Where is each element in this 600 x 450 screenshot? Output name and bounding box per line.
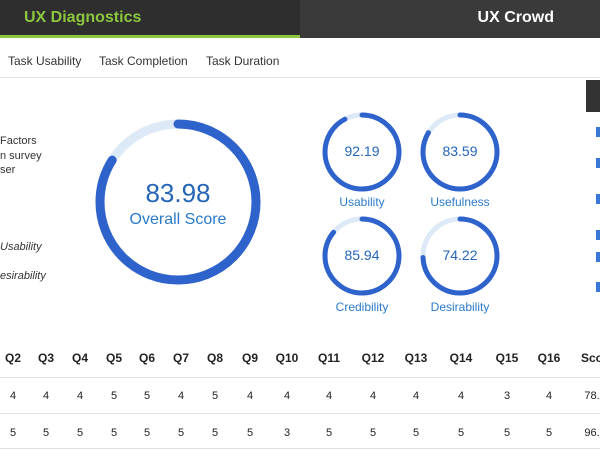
sidebar-desirability-link[interactable]: esirability [0, 270, 46, 282]
brand-area [0, 0, 300, 38]
table-cell: 5 [412, 427, 420, 439]
table-cell: 4 [325, 390, 333, 402]
usability-score-value: 92.19 [344, 143, 380, 159]
table-header-cell[interactable]: Q5 [105, 351, 122, 365]
app-title: UX Crowd [477, 9, 554, 26]
table-row-divider [0, 448, 600, 449]
table-cell: 4 [283, 390, 291, 402]
table-cell: 5 [143, 427, 151, 439]
table-cell: 5 [110, 427, 118, 439]
desirability-score-label[interactable]: Desirability [430, 300, 490, 314]
overall-gauge-arc [95, 119, 261, 285]
table-cell: 5 [246, 427, 254, 439]
table-cell: 3 [283, 427, 291, 439]
table-cell: 5 [545, 427, 553, 439]
table-cell: 4 [76, 390, 84, 402]
sidebar-text-line: n survey [0, 150, 42, 162]
table-header-cell[interactable]: Q7 [172, 351, 189, 365]
sidebar-text-line: Factors [0, 135, 37, 147]
table-cell: 5 [369, 427, 377, 439]
table-cell: 5 [325, 427, 333, 439]
table-header-cell[interactable]: Q6 [138, 351, 155, 365]
table-cell: 5 [110, 390, 118, 402]
usability-gauge-arc [322, 112, 402, 192]
table-header-cell[interactable]: Q3 [37, 351, 54, 365]
tab-task-completion[interactable]: Task Completion [99, 54, 188, 68]
table-cell: 4 [457, 390, 465, 402]
table-cell: 4 [177, 390, 185, 402]
tab-bar: Task Usability Task Completion Task Dura… [0, 38, 600, 78]
table-cell: 4 [9, 390, 17, 402]
table-cell: 96. [584, 427, 600, 439]
table-cell: 5 [211, 427, 219, 439]
table-header-cell[interactable]: Q10 [275, 351, 299, 365]
table-header-cell[interactable]: Q13 [404, 351, 428, 365]
overall-score-value: 83.98 [145, 178, 211, 208]
table-row-divider [0, 377, 600, 378]
brand-accent-line [0, 35, 300, 38]
table-header-cell[interactable]: Q9 [241, 351, 258, 365]
table-header-cell[interactable]: Q15 [495, 351, 519, 365]
right-panel-marker [596, 252, 600, 262]
table-cell: 4 [42, 390, 50, 402]
table-header-cell[interactable]: Q8 [206, 351, 223, 365]
table-header-cell[interactable]: Q4 [71, 351, 88, 365]
table-cell: 5 [211, 390, 219, 402]
sidebar-usability-link[interactable]: Usability [0, 241, 42, 253]
table-cell: 5 [9, 427, 17, 439]
overall-score-label: Overall Score [129, 211, 227, 228]
sidebar-text-line: ser [0, 164, 16, 176]
table-cell: 5 [457, 427, 465, 439]
table-row-divider [0, 413, 600, 414]
right-panel-marker [596, 282, 600, 292]
usefulness-gauge-arc [420, 112, 500, 192]
tab-task-usability[interactable]: Task Usability [8, 54, 82, 68]
table-cell: 5 [143, 390, 151, 402]
table-cell: 3 [503, 390, 511, 402]
top-bar: UX Diagnostics UX Crowd [0, 0, 600, 38]
desirability-gauge-arc [420, 216, 500, 296]
table-header-cell[interactable]: Q16 [537, 351, 561, 365]
table-cell: 4 [369, 390, 377, 402]
right-panel-marker [596, 194, 600, 204]
usefulness-score-value: 83.59 [442, 143, 478, 159]
credibility-score-value: 85.94 [344, 247, 380, 263]
brand-title[interactable]: UX Diagnostics [24, 9, 142, 26]
score-gauges [95, 112, 500, 296]
table-cell: 4 [545, 390, 553, 402]
right-panel-marker [596, 158, 600, 168]
right-panel-marker [596, 127, 600, 137]
usefulness-score-label[interactable]: Usefulness [430, 195, 490, 209]
table-header-cell[interactable]: Q12 [361, 351, 385, 365]
credibility-gauge-arc [322, 216, 402, 296]
tab-task-duration[interactable]: Task Duration [206, 54, 280, 68]
table-cell: 4 [246, 390, 254, 402]
table-header-cell[interactable]: Q11 [317, 351, 341, 365]
usability-score-label[interactable]: Usability [339, 195, 385, 209]
table-cell: 5 [42, 427, 50, 439]
table-cell: 78. [584, 390, 600, 402]
table-cell: 4 [412, 390, 420, 402]
table-cell: 5 [177, 427, 185, 439]
table-header-cell[interactable]: Q14 [449, 351, 473, 365]
right-panel-marker [596, 230, 600, 240]
table-cell: 5 [503, 427, 511, 439]
table-cell: 5 [76, 427, 84, 439]
table-header-cell[interactable]: Q2 [4, 351, 21, 365]
credibility-score-label[interactable]: Credibility [335, 300, 389, 314]
table-header-cell[interactable]: Sco [580, 351, 600, 365]
right-panel-edge [586, 80, 600, 112]
desirability-score-value: 74.22 [442, 247, 478, 263]
